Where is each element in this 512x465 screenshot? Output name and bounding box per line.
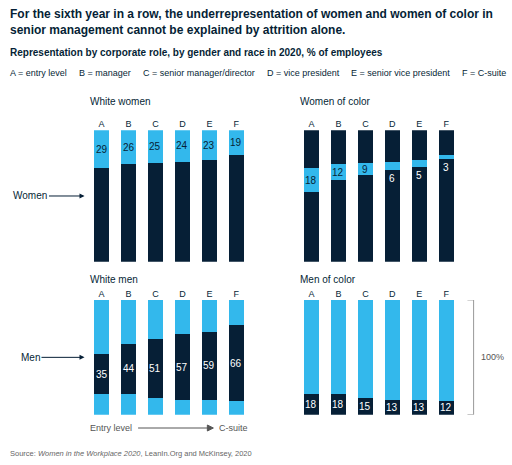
svg-text:B: B — [126, 289, 132, 299]
svg-text:24: 24 — [176, 140, 188, 151]
svg-text:44: 44 — [123, 363, 135, 374]
svg-text:E: E — [206, 289, 212, 299]
svg-text:12: 12 — [440, 402, 452, 413]
svg-text:13: 13 — [386, 402, 398, 413]
svg-text:A: A — [99, 289, 105, 299]
svg-text:66: 66 — [230, 358, 242, 369]
svg-text:White men: White men — [90, 274, 138, 285]
svg-text:C-suite: C-suite — [219, 423, 248, 433]
svg-text:25: 25 — [149, 141, 161, 152]
svg-text:A = entry level: A = entry level — [10, 68, 67, 78]
svg-text:White women: White women — [90, 96, 151, 107]
svg-text:Women: Women — [13, 190, 47, 201]
svg-text:F: F — [444, 289, 450, 299]
svg-text:Men of color: Men of color — [300, 274, 356, 285]
svg-text:26: 26 — [123, 142, 135, 153]
svg-text:D: D — [179, 289, 186, 299]
svg-text:B = manager: B = manager — [79, 68, 131, 78]
svg-text:F: F — [234, 289, 240, 299]
svg-text:Source: Women in the Workplace: Source: Women in the Workplace 2020, Lea… — [10, 449, 252, 458]
svg-text:18: 18 — [305, 399, 317, 410]
svg-text:D: D — [389, 119, 396, 129]
svg-text:6: 6 — [389, 173, 395, 184]
svg-text:C: C — [152, 119, 159, 129]
svg-text:23: 23 — [203, 140, 215, 151]
svg-text:F: F — [234, 119, 240, 129]
svg-text:29: 29 — [96, 144, 108, 155]
svg-text:18: 18 — [305, 175, 317, 186]
svg-text:19: 19 — [230, 137, 242, 148]
svg-text:C: C — [362, 119, 369, 129]
svg-text:100%: 100% — [481, 352, 504, 362]
svg-text:51: 51 — [149, 363, 161, 374]
svg-text:5: 5 — [416, 170, 422, 181]
svg-text:9: 9 — [362, 164, 368, 175]
svg-text:A: A — [99, 119, 105, 129]
svg-text:D: D — [179, 119, 186, 129]
svg-text:A: A — [308, 119, 314, 129]
svg-text:B: B — [335, 289, 341, 299]
svg-text:3: 3 — [443, 162, 449, 173]
svg-text:15: 15 — [359, 401, 371, 412]
svg-text:Entry level: Entry level — [90, 423, 132, 433]
svg-text:E: E — [416, 119, 422, 129]
svg-text:C: C — [152, 289, 159, 299]
svg-text:Women of color: Women of color — [300, 96, 371, 107]
svg-text:B: B — [126, 119, 132, 129]
svg-text:B: B — [335, 119, 341, 129]
svg-text:C = senior manager/director: C = senior manager/director — [143, 68, 255, 78]
svg-text:59: 59 — [203, 360, 215, 371]
svg-text:Men: Men — [21, 352, 40, 363]
svg-text:D = vice president: D = vice president — [267, 68, 340, 78]
svg-text:35: 35 — [96, 369, 108, 380]
svg-text:E: E — [416, 289, 422, 299]
svg-text:E: E — [206, 119, 212, 129]
svg-text:For the sixth year in a row, t: For the sixth year in a row, the underre… — [10, 7, 493, 37]
svg-text:F = C-suite: F = C-suite — [462, 68, 506, 78]
svg-text:D: D — [389, 289, 396, 299]
svg-text:18: 18 — [332, 399, 344, 410]
svg-text:13: 13 — [413, 402, 425, 413]
svg-text:F: F — [444, 119, 450, 129]
svg-text:57: 57 — [176, 362, 188, 373]
svg-text:12: 12 — [332, 167, 344, 178]
svg-text:Representation by corporate ro: Representation by corporate role, by gen… — [10, 47, 383, 58]
svg-text:A: A — [308, 289, 314, 299]
svg-text:C: C — [362, 289, 369, 299]
svg-text:E = senior vice president: E = senior vice president — [351, 68, 450, 78]
